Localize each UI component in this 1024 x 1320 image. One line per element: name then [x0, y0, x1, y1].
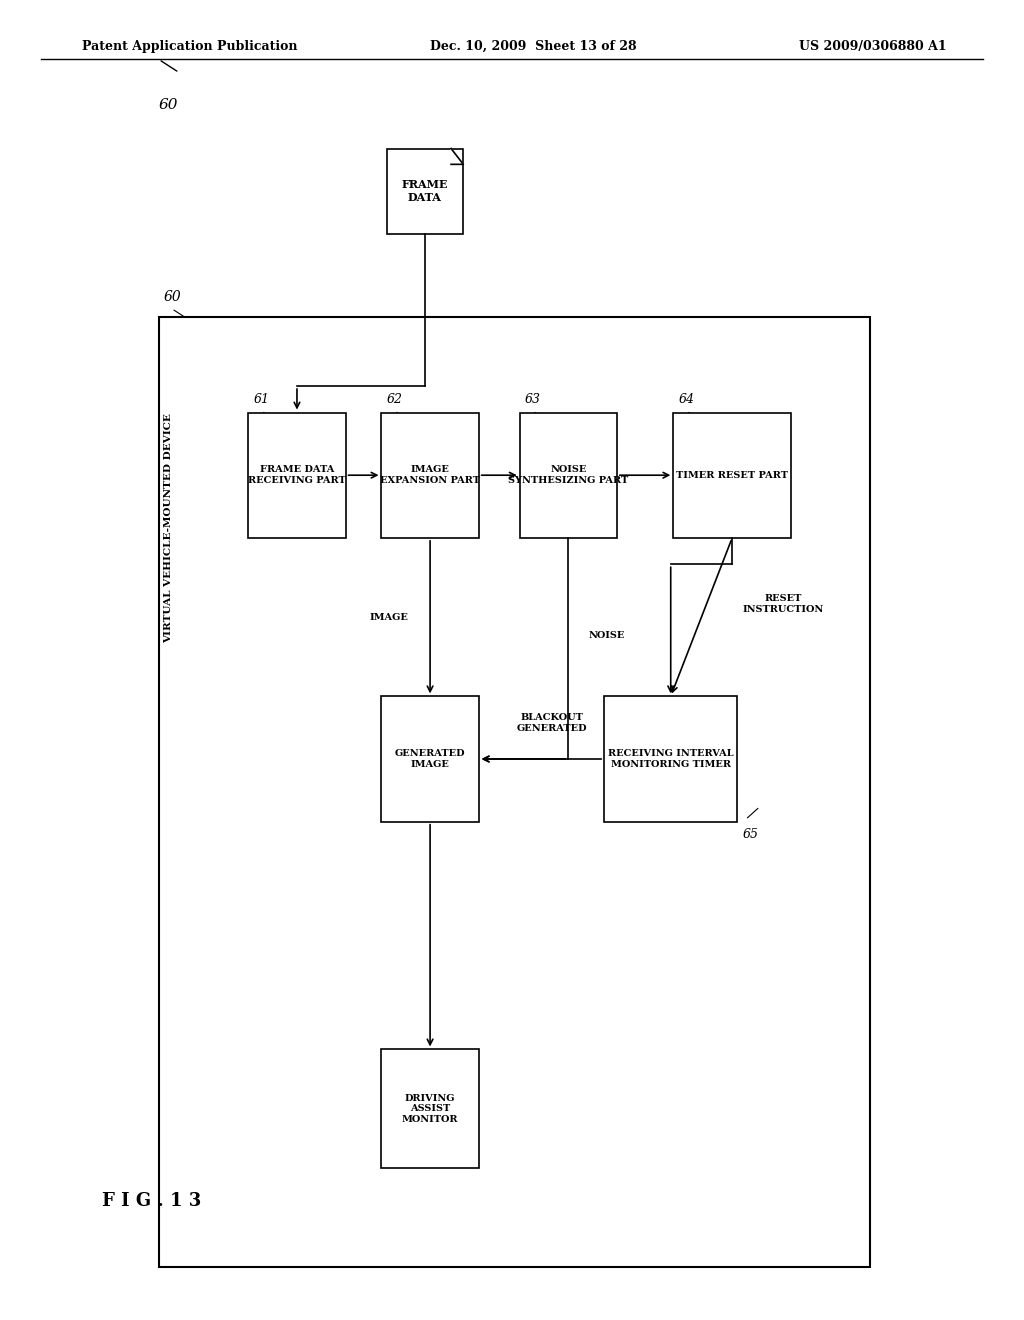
Text: FRAME DATA
RECEIVING PART: FRAME DATA RECEIVING PART — [248, 466, 346, 484]
Bar — [604, 697, 737, 821]
Text: BLACKOUT
GENERATED: BLACKOUT GENERATED — [516, 713, 587, 733]
Text: GENERATED
IMAGE: GENERATED IMAGE — [395, 750, 465, 768]
Text: 65: 65 — [742, 829, 759, 841]
Text: DRIVING
ASSIST
MONITOR: DRIVING ASSIST MONITOR — [401, 1094, 459, 1123]
Bar — [248, 412, 346, 539]
Text: 60: 60 — [164, 289, 181, 304]
Text: 60: 60 — [159, 98, 178, 112]
Text: Dec. 10, 2009  Sheet 13 of 28: Dec. 10, 2009 Sheet 13 of 28 — [430, 40, 637, 53]
Text: 63: 63 — [525, 393, 541, 407]
Text: 62: 62 — [387, 393, 402, 407]
Bar — [674, 412, 791, 539]
Text: NOISE
SYNTHESIZING PART: NOISE SYNTHESIZING PART — [508, 466, 629, 484]
Bar — [387, 149, 463, 235]
Text: RESET
INSTRUCTION: RESET INSTRUCTION — [742, 594, 823, 614]
Text: NOISE: NOISE — [589, 631, 626, 640]
Text: F I G . 1 3: F I G . 1 3 — [102, 1192, 202, 1210]
Text: Patent Application Publication: Patent Application Publication — [82, 40, 297, 53]
Bar — [520, 412, 616, 539]
Text: RECEIVING INTERVAL
MONITORING TIMER: RECEIVING INTERVAL MONITORING TIMER — [608, 750, 733, 768]
Text: VIRTUAL VEHICLE-MOUNTED DEVICE: VIRTUAL VEHICLE-MOUNTED DEVICE — [165, 413, 173, 643]
Text: IMAGE
EXPANSION PART: IMAGE EXPANSION PART — [380, 466, 480, 484]
Bar — [381, 1049, 479, 1168]
Bar — [381, 697, 479, 821]
Text: TIMER RESET PART: TIMER RESET PART — [676, 471, 788, 479]
Text: 64: 64 — [678, 393, 694, 407]
Bar — [381, 412, 479, 539]
Polygon shape — [451, 149, 463, 165]
Text: IMAGE: IMAGE — [370, 612, 409, 622]
Bar — [159, 317, 870, 1267]
Text: FRAME
DATA: FRAME DATA — [401, 180, 449, 203]
Text: 61: 61 — [254, 393, 269, 407]
Text: US 2009/0306880 A1: US 2009/0306880 A1 — [799, 40, 946, 53]
